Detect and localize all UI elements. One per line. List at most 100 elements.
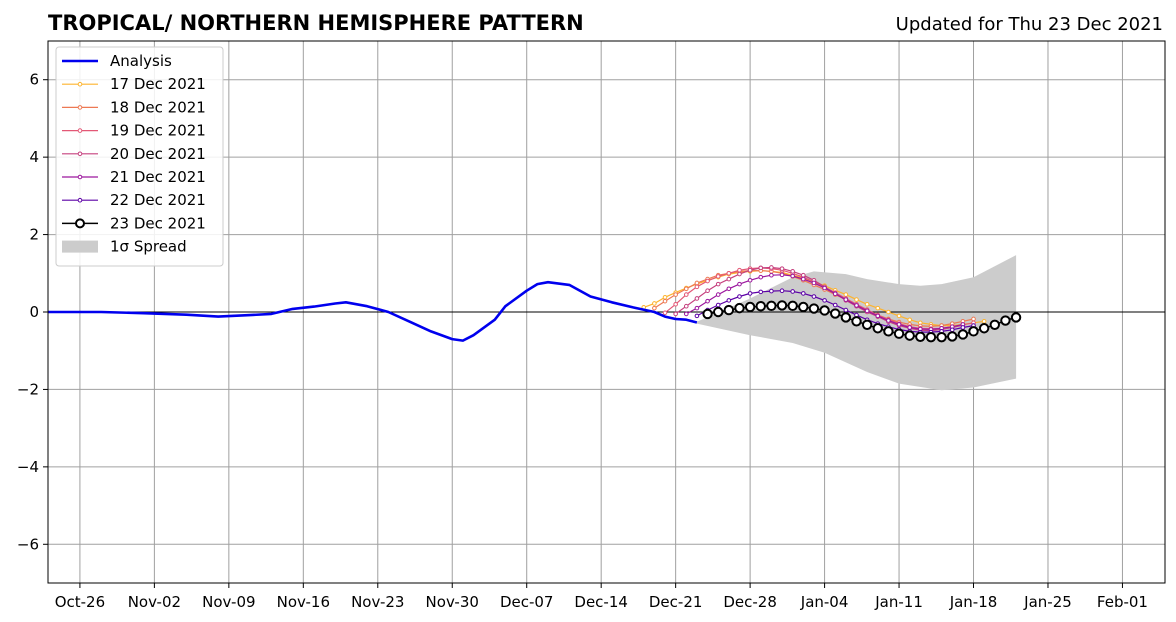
- series-point: [801, 291, 806, 296]
- legend-label: 21 Dec 2021: [110, 168, 206, 186]
- x-tick-label: Jan-25: [1023, 593, 1072, 611]
- series-point: [737, 281, 742, 287]
- series-point: [864, 301, 870, 307]
- series-point: [790, 269, 795, 274]
- y-tick-label: 4: [29, 148, 39, 166]
- series-point: [705, 298, 710, 304]
- series-point: [779, 288, 785, 294]
- forecast-series: [702, 300, 1022, 343]
- series-point: [896, 322, 902, 327]
- series-layer: [48, 265, 1022, 343]
- series-point: [662, 298, 668, 304]
- series-point: [978, 323, 990, 334]
- x-tick-label: Dec-28: [723, 593, 777, 611]
- series-point: [702, 308, 713, 320]
- legend-label: Analysis: [110, 52, 172, 70]
- series-point: [744, 301, 756, 313]
- series-point: [843, 292, 849, 297]
- series-point: [662, 310, 668, 316]
- series-point: [694, 313, 700, 319]
- series-point: [875, 313, 881, 319]
- legend-marker: [77, 197, 83, 203]
- series-point: [734, 302, 745, 314]
- series-point: [694, 305, 700, 311]
- series-point: [737, 294, 742, 299]
- series-point: [832, 302, 838, 308]
- series-point: [683, 311, 689, 317]
- legend-entry: 17 Dec 2021: [62, 75, 206, 93]
- series-point: [769, 265, 774, 270]
- chart-subtitle: Updated for Thu 23 Dec 2021: [896, 14, 1163, 35]
- series-point: [747, 267, 753, 273]
- x-tick-label: Feb-01: [1097, 593, 1148, 611]
- series-point: [766, 300, 777, 312]
- series-point: [779, 272, 785, 278]
- series-point: [851, 316, 862, 327]
- series-point: [854, 303, 859, 308]
- series-point: [960, 325, 966, 330]
- y-tick-label: 2: [29, 226, 39, 244]
- legend-marker: [77, 81, 83, 87]
- legend: Analysis 17 Dec 2021 18 Dec 2021 19 Dec 202…: [55, 46, 224, 267]
- legend-entry: 1σ Spread: [62, 238, 187, 256]
- y-tick-label: −4: [17, 458, 39, 476]
- legend-entry: 20 Dec 2021: [62, 145, 206, 163]
- series-point: [808, 303, 820, 314]
- series-point: [747, 291, 753, 296]
- series-point: [694, 280, 700, 286]
- series-point: [864, 308, 870, 314]
- series-point: [713, 306, 724, 318]
- series-point: [893, 328, 905, 339]
- series-point: [947, 331, 958, 342]
- y-tick-label: 0: [29, 303, 39, 321]
- legend-label: 18 Dec 2021: [110, 98, 206, 116]
- series-point: [968, 326, 979, 337]
- series-point: [801, 276, 806, 282]
- series-point: [737, 271, 742, 277]
- series-point: [981, 318, 987, 324]
- series-point: [904, 330, 915, 341]
- x-tick-label: Nov-02: [128, 593, 181, 611]
- x-tick-label: Nov-23: [351, 593, 404, 611]
- x-tick-label: Jan-11: [874, 593, 923, 611]
- series-point: [779, 266, 785, 271]
- legend-entry: 19 Dec 2021: [62, 122, 206, 140]
- series-line: [675, 266, 964, 332]
- series-point: [683, 303, 689, 309]
- series-point: [683, 286, 689, 292]
- series-point: [843, 297, 849, 302]
- series-point: [1010, 312, 1022, 323]
- x-tick-label: Dec-21: [649, 593, 703, 611]
- series-point: [811, 294, 817, 299]
- series-point: [715, 281, 721, 287]
- legend-marker: [77, 151, 83, 157]
- series-point: [989, 319, 1000, 330]
- series-point: [819, 305, 830, 316]
- legend-marker: [77, 174, 83, 180]
- series-point: [790, 273, 795, 279]
- series-point: [925, 331, 937, 343]
- analysis-line: [48, 280, 698, 342]
- legend-entry: 23 Dec 2021: [62, 214, 206, 232]
- series-point: [683, 292, 689, 297]
- legend-marker: [75, 218, 85, 229]
- series-point: [1000, 315, 1011, 326]
- x-tick-label: Dec-14: [574, 593, 628, 611]
- series-point: [907, 325, 912, 330]
- series-point: [705, 278, 710, 284]
- series-point: [726, 276, 732, 282]
- series-point: [811, 280, 817, 286]
- series-point: [747, 277, 753, 283]
- x-tick-label: Jan-04: [800, 593, 849, 611]
- legend-marker: [77, 105, 83, 110]
- series-point: [726, 298, 732, 303]
- series-point: [715, 292, 721, 297]
- y-axis-ticks: −6 −4 −2 0 2 4 6: [17, 71, 48, 553]
- x-tick-label: Nov-16: [277, 593, 330, 611]
- series-point: [822, 298, 827, 303]
- series-point: [896, 313, 902, 319]
- series-point: [875, 305, 881, 311]
- series-point: [673, 311, 678, 317]
- series-point: [776, 300, 788, 311]
